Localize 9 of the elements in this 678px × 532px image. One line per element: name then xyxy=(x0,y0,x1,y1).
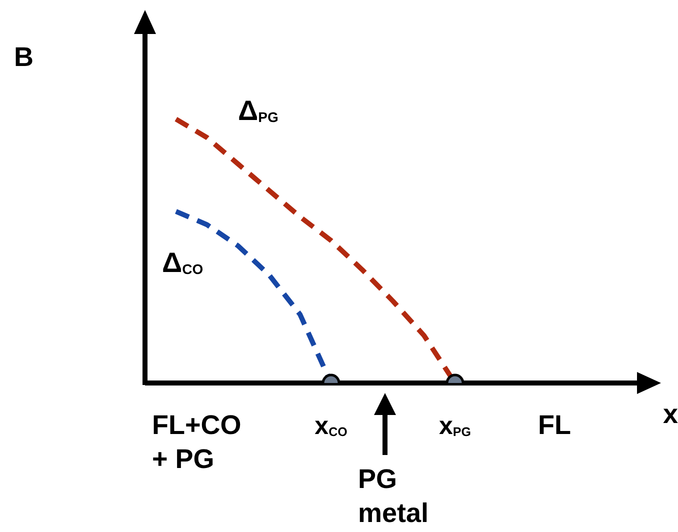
x-tick-label: x$_{CO}$ xyxy=(314,411,348,442)
text: FL xyxy=(538,409,571,442)
series-label: Δ$_{PG}$ xyxy=(238,94,278,128)
text: PG metal xyxy=(358,463,429,530)
x-tick-label: x$_{PG}$ xyxy=(439,411,471,442)
x-axis-title: x xyxy=(663,398,678,431)
y-axis-title: B xyxy=(14,41,34,74)
text: FL+CO + PG xyxy=(152,409,242,476)
series-label: Δ$_{CO}$ xyxy=(162,246,204,280)
